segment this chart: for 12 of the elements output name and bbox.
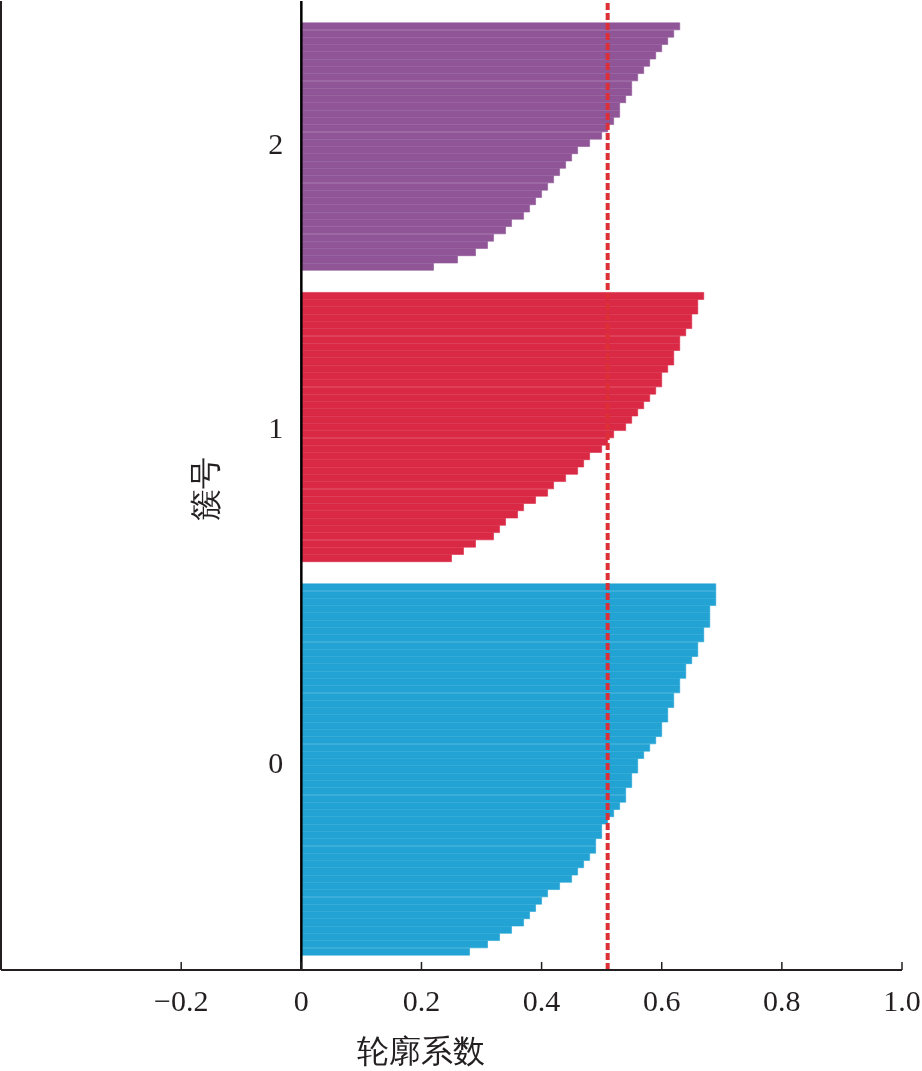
x-tick-label: −0.2 [153,984,209,1017]
y-tick-label: 1 [268,410,284,444]
x-tick-label: 0.4 [522,984,561,1017]
x-axis-title: 轮廓系数 [356,1033,485,1069]
x-tick-label: 0.8 [763,984,801,1017]
x-tick-label: 0.2 [402,984,441,1017]
x-tick-label: 0 [293,984,309,1017]
x-tick-label: 0.6 [642,984,681,1017]
y-axis-title: 簇号 [187,456,223,521]
y-tick-label: 0 [268,745,284,779]
x-tick-label: 1.0 [883,984,921,1017]
y-tick-label: 2 [268,126,284,160]
